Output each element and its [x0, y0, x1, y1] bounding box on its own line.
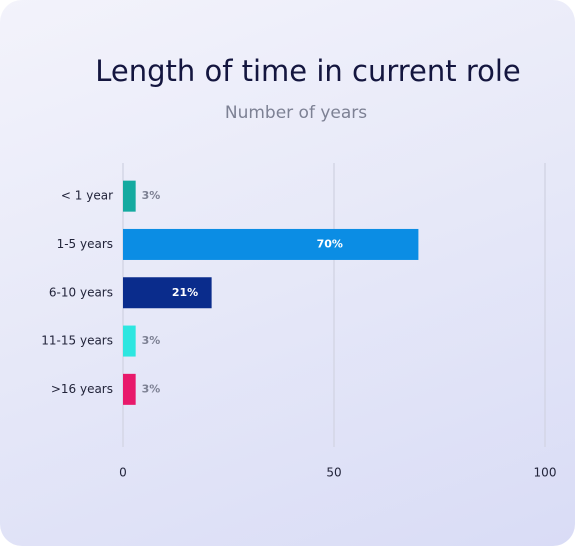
- data-label: 70%: [317, 237, 343, 250]
- chart-title: Length of time in current role: [95, 54, 521, 88]
- bar: [123, 325, 136, 357]
- y-tick-label: 6-10 years: [49, 285, 113, 299]
- data-label: 3%: [142, 189, 161, 202]
- y-tick-label: < 1 year: [61, 189, 113, 203]
- x-tick-label: 0: [119, 466, 127, 480]
- chart-subtitle: Number of years: [225, 103, 367, 123]
- bar: [123, 373, 136, 405]
- bar: [123, 277, 212, 309]
- data-label: 21%: [172, 286, 198, 299]
- x-tick-label: 50: [326, 466, 341, 480]
- y-tick-label: >16 years: [51, 382, 113, 396]
- data-label: 3%: [142, 382, 161, 395]
- y-tick-label: 11-15 years: [41, 334, 113, 348]
- y-tick-label: 1-5 years: [57, 237, 113, 251]
- bar: [123, 180, 136, 212]
- x-tick-label: 100: [534, 466, 557, 480]
- data-label: 3%: [142, 334, 161, 347]
- bar: [123, 228, 419, 260]
